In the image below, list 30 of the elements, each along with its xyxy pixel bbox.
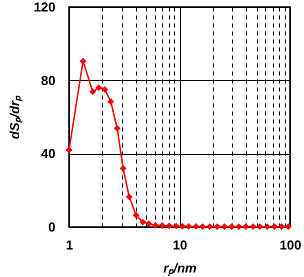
point [242,223,250,230]
x-axis-title: rₚ/nm [163,260,198,276]
point [158,222,166,229]
point [152,222,159,229]
y-axis-title: dSₚ/drₚ [6,94,23,140]
point [140,218,146,226]
point [256,223,264,230]
point [271,223,278,230]
y-tick-label: 0 [48,220,56,234]
point [250,223,257,230]
point [221,223,228,230]
point [192,223,200,230]
point [145,220,152,228]
y-tick-label: 120 [34,0,56,14]
point [132,212,140,219]
x-tick-label: 1 [66,238,74,252]
point [172,222,180,230]
x-tick-label: 100 [280,238,302,252]
x-tick-label: 10 [172,238,188,252]
y-tick-label: 80 [41,72,56,88]
point [235,223,242,230]
point [178,222,186,230]
point [228,223,236,230]
point [264,223,271,230]
point [284,223,292,230]
point [278,223,285,230]
point [166,222,173,230]
y-tick-label: 40 [41,146,56,162]
point [214,223,220,230]
point [126,194,133,200]
